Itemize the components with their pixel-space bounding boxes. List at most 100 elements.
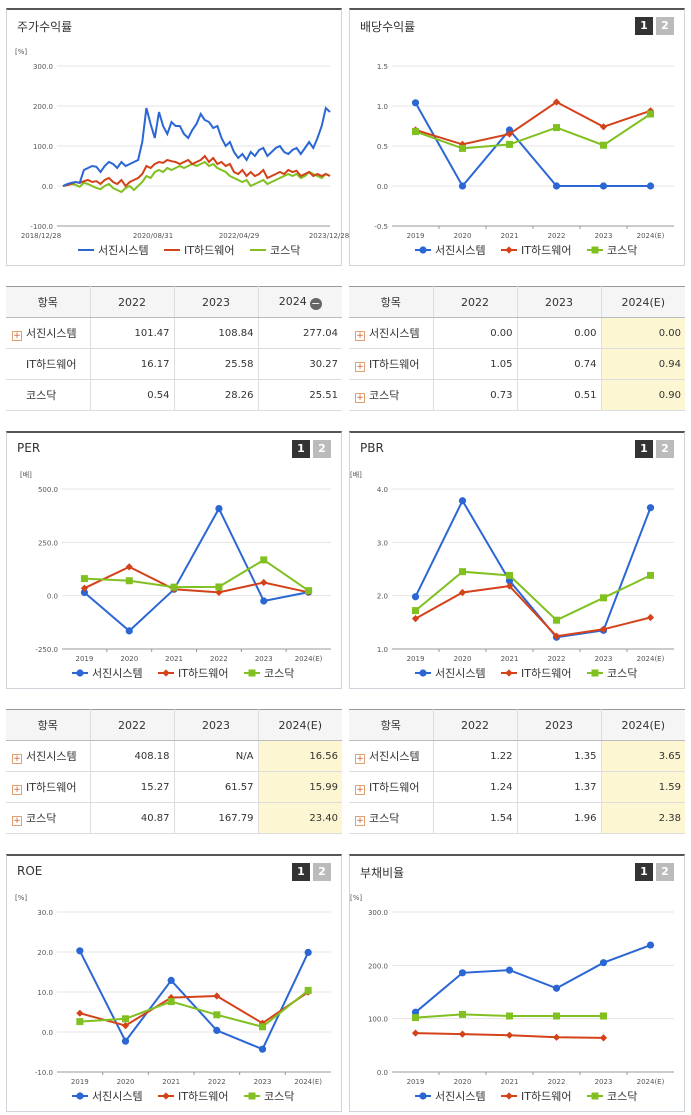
expand-icon[interactable]: + (355, 816, 365, 826)
x-tick-label: 2021 (162, 1078, 180, 1086)
y-tick-label: 100.0 (368, 1016, 388, 1024)
col-header: 2022 (90, 709, 175, 741)
expand-icon[interactable]: + (12, 754, 22, 764)
data-point (121, 1037, 130, 1045)
panel-title: 배당수익률 (360, 20, 416, 34)
cell: 101.47 (90, 317, 175, 349)
expand-icon[interactable]: + (355, 331, 365, 341)
expand-icon[interactable]: + (12, 816, 22, 826)
data-point (599, 625, 608, 633)
data-point (647, 571, 654, 579)
legend-marker (591, 669, 599, 677)
series-line-2 (62, 160, 331, 194)
data-point (258, 1045, 267, 1053)
x-tick-label: 2019 (76, 655, 94, 663)
y-tick-label: -100.0 (30, 223, 53, 231)
y-tick-label: 300.0 (368, 909, 388, 917)
x-tick-label: 2024(E) (637, 1078, 665, 1086)
data-point (125, 563, 133, 571)
legend-marker (248, 1092, 256, 1100)
legend-label: 서진시스템 (92, 667, 143, 680)
data-point (76, 947, 84, 955)
data-point (553, 124, 560, 132)
view-2-button[interactable]: 2 (656, 863, 674, 881)
expand-icon[interactable]: + (355, 754, 365, 764)
data-point (599, 959, 608, 967)
legend-label: 서진시스템 (435, 1090, 486, 1103)
y-tick-label: 0.0 (377, 1069, 388, 1077)
view-2-button[interactable]: 2 (656, 17, 674, 35)
view-1-button[interactable]: 1 (635, 17, 653, 35)
col-header: 2022 (433, 286, 518, 318)
view-1-button[interactable]: 1 (635, 440, 653, 458)
col-header: 2023 (174, 286, 259, 318)
x-tick-label: 2023 (255, 655, 273, 663)
view-1-button[interactable]: 1 (635, 863, 653, 881)
data-point (599, 182, 608, 190)
data-point (552, 984, 561, 992)
col-header: 2024(E) (258, 709, 342, 741)
data-point (260, 597, 268, 605)
view-2-button[interactable]: 2 (313, 440, 331, 458)
data-point (167, 998, 175, 1006)
table-row: + 코스닥 0.73 0.51 0.90 (349, 379, 685, 411)
x-tick-label: 2019 (407, 655, 425, 663)
expand-icon[interactable]: + (12, 785, 22, 795)
axis-unit: [%] (15, 48, 27, 56)
data-point (459, 1010, 466, 1018)
data-point (125, 577, 133, 585)
view-1-button[interactable]: 1 (292, 440, 310, 458)
cell: 0.94 (601, 348, 685, 380)
x-tick-label: 2019 (407, 1078, 425, 1086)
collapse-icon[interactable]: − (309, 296, 322, 310)
data-point (505, 1031, 514, 1039)
x-tick-label: 2023 (595, 232, 613, 240)
data-point (505, 130, 514, 138)
x-tick-label: 2020 (454, 655, 472, 663)
view-1-button[interactable]: 1 (292, 863, 310, 881)
y-tick-label: 0.0 (47, 593, 58, 601)
table-row: IT하드웨어 16.17 25.58 30.27 (6, 348, 342, 380)
x-tick-label: 2023/12/28 (309, 232, 349, 240)
legend-marker (505, 1092, 513, 1100)
y-tick-label: 200.0 (368, 962, 388, 970)
col-header: 2022 (90, 286, 175, 318)
panel-title: PBR (360, 441, 384, 455)
row-name: + 코스닥 (349, 802, 434, 834)
y-tick-label: 300.0 (33, 63, 53, 71)
panel-title: 부채비율 (360, 866, 405, 880)
table-row: + 서진시스템 101.47 108.84 277.04 (6, 317, 342, 349)
cell: 3.65 (601, 740, 685, 772)
y-tick-label: 0.0 (377, 183, 388, 191)
expand-icon[interactable]: + (12, 331, 22, 341)
data-point (600, 594, 607, 602)
data-point (122, 1015, 129, 1023)
y-tick-label: 100.0 (33, 143, 53, 151)
cell: 23.40 (258, 802, 342, 834)
x-tick-label: 2022 (548, 232, 566, 240)
expand-icon[interactable]: + (355, 362, 365, 372)
x-tick-label: 2023 (595, 1078, 613, 1086)
row-name: + 코스닥 (349, 379, 434, 411)
series-line-2 (84, 558, 310, 592)
col-header: 2022 (433, 709, 518, 741)
panel-title: PER (17, 441, 41, 455)
x-tick-label: 2022 (548, 1078, 566, 1086)
cell: 277.04 (258, 317, 342, 349)
x-tick-label: 2020 (454, 1078, 472, 1086)
expand-icon[interactable]: + (355, 393, 365, 403)
data-point (646, 941, 655, 949)
series-line-0 (414, 102, 651, 188)
view-2-button[interactable]: 2 (313, 863, 331, 881)
table-row: + 서진시스템 408.18 N/A 16.56 (6, 740, 342, 772)
view-2-button[interactable]: 2 (656, 440, 674, 458)
col-header: 항목 (349, 286, 434, 318)
data-point (646, 613, 655, 622)
legend-marker (76, 1092, 84, 1100)
expand-icon[interactable]: + (355, 785, 365, 795)
cell: 0.73 (433, 379, 518, 411)
y-tick-label: 250.0 (38, 539, 58, 547)
y-tick-label: 0.0 (42, 1029, 53, 1037)
data-point (121, 1022, 130, 1030)
